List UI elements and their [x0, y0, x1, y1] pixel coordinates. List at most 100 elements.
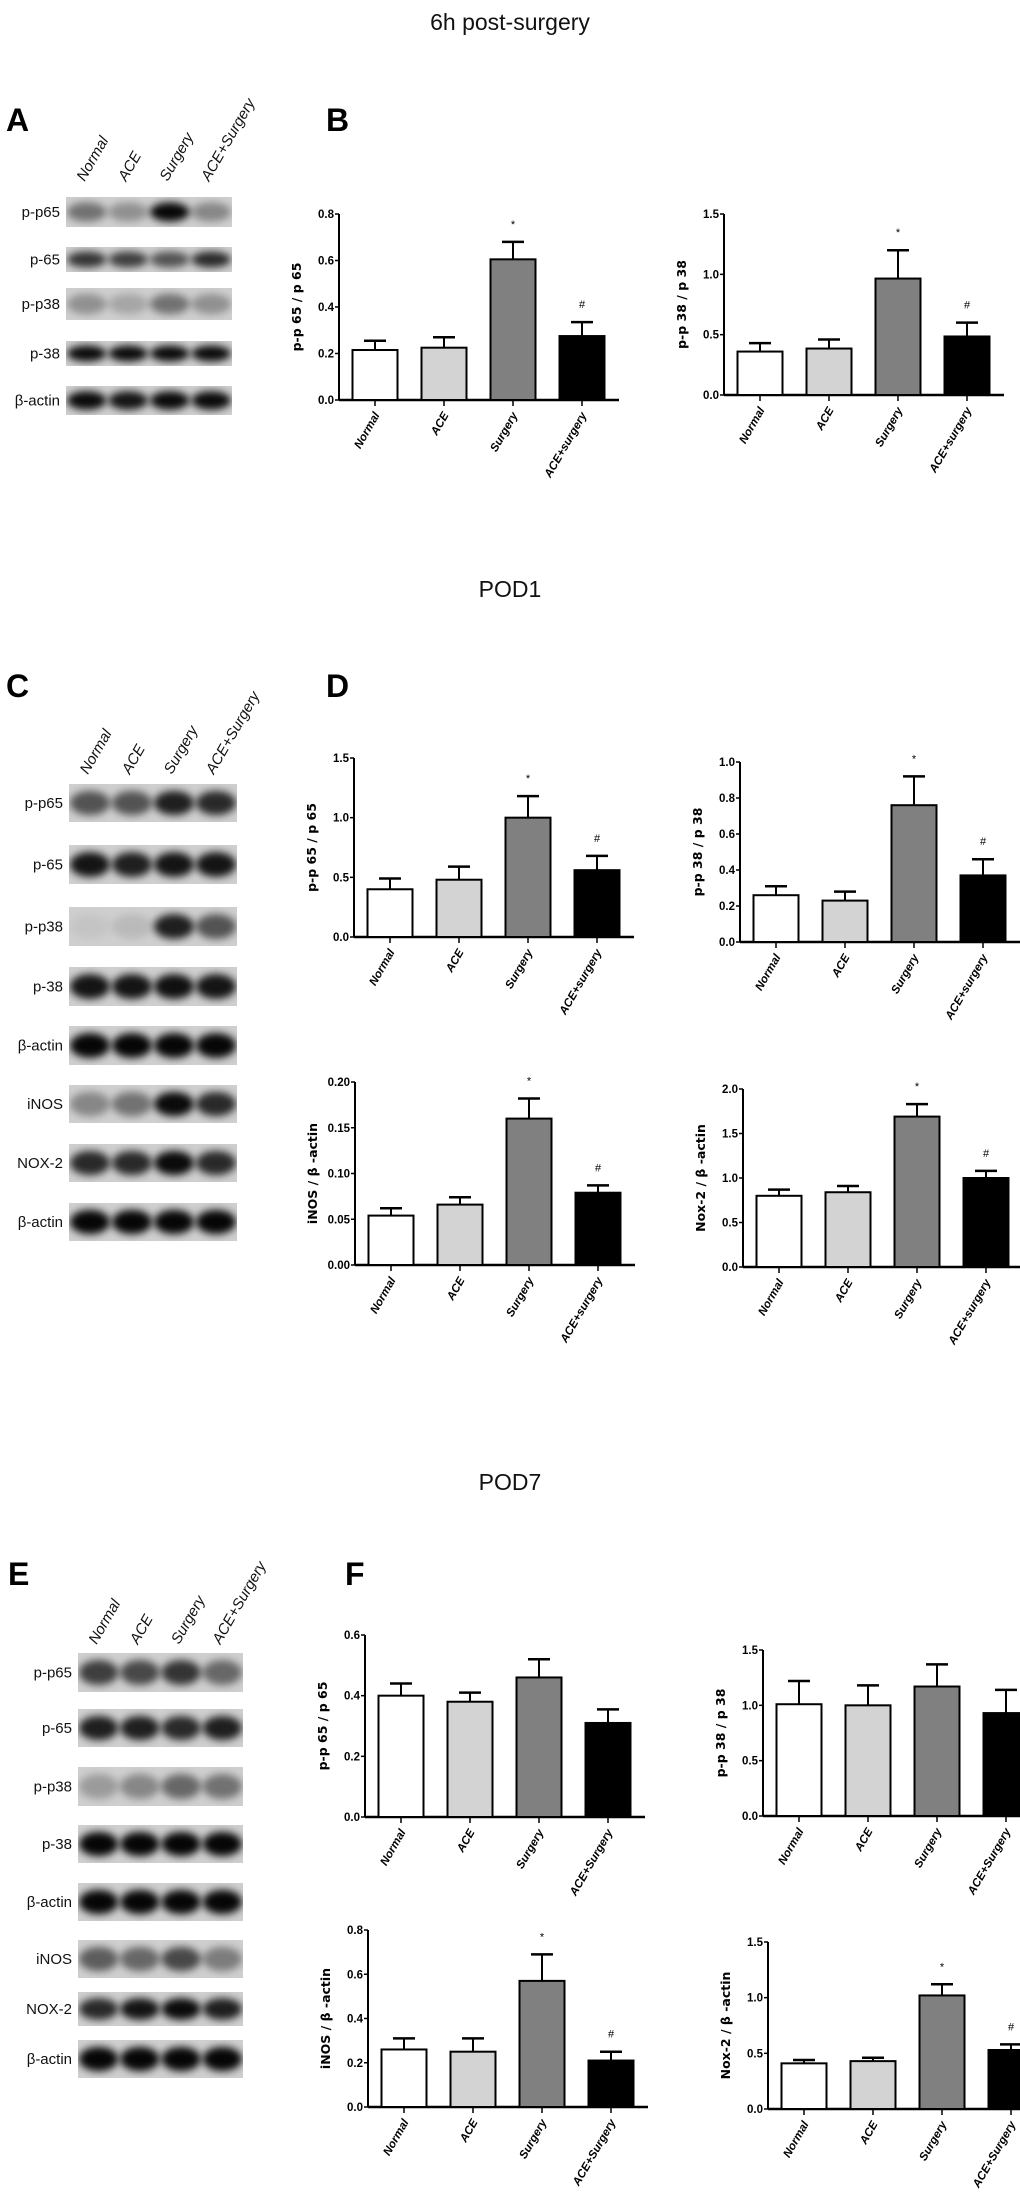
y-axis-label: Nox-2 / β -actin	[718, 1972, 733, 2080]
blot-band	[202, 1831, 243, 1857]
y-tick-label: 0.00	[328, 1260, 350, 1272]
blot-band	[202, 1774, 243, 1799]
blot-band	[69, 974, 111, 999]
y-axis-label: iNOS / β -actin	[305, 1123, 320, 1224]
bar	[584, 1721, 632, 1819]
bar-chart: 0.0 0.2 0.4 0.6 p-p 65 / p 65 Normal ACE Surger…	[315, 1630, 645, 1899]
y-tick-label: 0.8	[347, 1925, 364, 1937]
lane-label: Normal	[73, 133, 112, 184]
x-tick-label: Normal	[737, 405, 768, 446]
bar	[959, 874, 1007, 944]
blot-band	[120, 1831, 160, 1857]
blot-row-label: p-65	[30, 252, 60, 269]
blot-band	[153, 974, 195, 999]
blot-band	[153, 852, 195, 877]
bar	[449, 2050, 497, 2108]
x-tick-label: Surgery	[503, 947, 535, 991]
blot-band	[108, 293, 149, 315]
x-tick-label: ACE+Surgery	[567, 1827, 615, 1899]
bar	[351, 349, 399, 402]
bar	[890, 804, 938, 944]
y-tick-label: 0.15	[328, 1123, 351, 1135]
blot-row: β-actin	[18, 1203, 237, 1241]
x-tick-label: ACE+surgery	[557, 947, 605, 1018]
bar	[574, 1191, 622, 1266]
lane-label: ACE+Surgery	[202, 687, 264, 777]
x-tick-label: ACE+surgery	[927, 405, 975, 476]
bar	[367, 1214, 415, 1266]
x-tick-label: ACE	[830, 952, 853, 980]
blot-band	[66, 202, 107, 222]
blot-row: iNOS	[36, 1940, 243, 1978]
bar	[821, 899, 869, 943]
blot-band	[69, 1150, 111, 1176]
blot-row-label: β-actin	[27, 1894, 72, 1911]
bar	[780, 2062, 828, 2110]
bar	[874, 277, 922, 397]
blot-row-label: p-65	[42, 1720, 72, 1737]
y-tick-label: 1.5	[333, 753, 350, 765]
blot-band	[161, 1774, 201, 1799]
significance-marker: #	[980, 836, 987, 848]
blot-row: NOX-2	[17, 1144, 237, 1182]
blot-row-label: NOX-2	[26, 2001, 72, 2018]
blot-row-label: β-actin	[18, 1214, 63, 1231]
x-tick-label: Normal	[381, 2117, 412, 2158]
blot-band	[195, 1033, 237, 1058]
lane-label: ACE+Surgery	[209, 1557, 271, 1647]
y-tick-label: 0.2	[719, 901, 735, 913]
y-tick-label: 0.0	[347, 2102, 363, 2114]
x-tick-label: Surgery	[873, 405, 905, 449]
blot-band	[202, 1889, 243, 1915]
x-tick-label: Surgery	[488, 410, 520, 454]
blot-band	[202, 1715, 243, 1741]
blot-panel: Normal ACE Surgery ACE+Surgery p-p65 p-65 p-p3…	[26, 1557, 271, 2078]
bar	[987, 2048, 1020, 2111]
section-title-6h: 6h post-surgery	[430, 9, 590, 35]
blot-row: p-p38	[22, 288, 232, 320]
x-tick-label: Surgery	[517, 2117, 549, 2161]
blot-band	[111, 1091, 153, 1117]
bar	[435, 878, 483, 938]
bar	[377, 1694, 425, 1818]
blot-row-label: β-actin	[18, 1038, 63, 1055]
blot-row-label: p-p65	[22, 204, 60, 221]
blot-band	[195, 1091, 237, 1117]
blot-band	[202, 1660, 243, 1685]
y-tick-label: 0.4	[318, 302, 335, 314]
blot-band	[69, 914, 111, 939]
x-tick-label: Surgery	[912, 1826, 944, 1870]
blot-band	[195, 790, 237, 816]
blot-band	[202, 1998, 243, 2020]
bar	[849, 2060, 897, 2111]
blot-band	[161, 1889, 201, 1915]
blot-band	[202, 1946, 243, 1972]
y-tick-label: 0.4	[344, 1691, 361, 1703]
y-tick-label: 0.2	[318, 349, 334, 361]
x-tick-label: ACE	[833, 1277, 856, 1305]
blot-band	[161, 2046, 201, 2072]
blot-band	[108, 251, 149, 268]
significance-marker: *	[511, 219, 516, 231]
y-tick-label: 0.0	[703, 390, 719, 402]
significance-marker: *	[896, 227, 901, 239]
blot-row-label: iNOS	[36, 1951, 72, 1968]
y-tick-label: 0.0	[333, 932, 349, 944]
blot-band	[191, 391, 232, 410]
significance-marker: *	[540, 1931, 545, 1943]
bar	[893, 1115, 941, 1268]
bar	[913, 1685, 961, 1818]
blot-band	[153, 1033, 195, 1058]
lane-label: Normal	[77, 726, 116, 777]
blot-band	[195, 914, 237, 939]
bar	[918, 1994, 966, 2110]
blot-band	[69, 790, 111, 816]
blot-band	[120, 1660, 160, 1685]
blot-band	[78, 1660, 119, 1685]
bar-chart: 0.0 0.5 1.0 1.5 Nox-2 / β -actin Normal ACE * Su…	[718, 1937, 1020, 2191]
y-tick-label: 0.6	[719, 829, 735, 841]
bar	[943, 335, 991, 396]
blot-row: β-actin	[27, 2040, 243, 2078]
x-tick-label: Normal	[367, 947, 398, 988]
blot-row: p-p38	[34, 1767, 243, 1806]
